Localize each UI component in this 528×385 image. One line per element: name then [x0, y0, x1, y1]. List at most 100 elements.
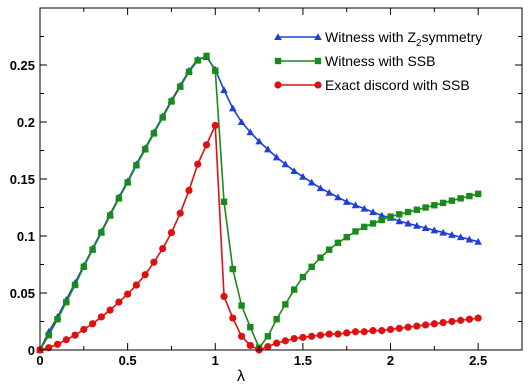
- legend-item: Exact discord with SSB: [274, 77, 470, 93]
- data-point: [115, 298, 123, 306]
- data-point: [325, 330, 333, 338]
- data-point: [272, 153, 281, 161]
- data-point: [133, 162, 140, 169]
- data-point: [299, 333, 307, 342]
- legend-label: Witness with SSB: [325, 53, 435, 69]
- data-point: [307, 178, 316, 186]
- data-point: [282, 301, 289, 308]
- data-point: [237, 118, 246, 126]
- x-tick-label: 2: [387, 353, 394, 368]
- data-point: [377, 211, 386, 219]
- data-point: [211, 121, 219, 130]
- data-point: [395, 217, 404, 225]
- data-point: [290, 286, 298, 293]
- data-point: [387, 213, 394, 220]
- legend-item: Witness with Z2symmetry: [274, 29, 482, 49]
- data-point: [176, 209, 184, 217]
- legend-marker: [314, 33, 322, 41]
- data-point: [474, 314, 482, 322]
- legend: Witness with Z2symmetry Witness with SSB E…: [274, 29, 482, 93]
- data-point: [351, 201, 360, 209]
- data-point: [97, 313, 105, 321]
- y-tick-label: 0.1: [17, 229, 35, 244]
- data-point: [378, 327, 386, 335]
- data-point: [439, 228, 447, 236]
- data-point: [299, 172, 307, 180]
- data-point: [316, 184, 325, 192]
- y-tick-label: 0.05: [10, 286, 35, 301]
- data-point: [203, 52, 210, 60]
- data-point: [159, 114, 166, 121]
- data-point: [246, 341, 254, 350]
- data-point: [106, 212, 114, 219]
- data-point: [220, 86, 228, 94]
- data-point: [342, 198, 351, 205]
- data-point: [71, 281, 79, 289]
- data-point: [404, 323, 412, 331]
- data-point: [334, 193, 342, 201]
- data-point: [159, 244, 167, 253]
- data-point: [422, 321, 430, 329]
- data-point: [124, 179, 131, 186]
- data-point: [177, 83, 184, 90]
- data-point: [62, 336, 70, 344]
- data-point: [194, 160, 202, 168]
- data-point: [457, 195, 464, 202]
- legend-marker: [314, 81, 322, 89]
- data-point: [343, 233, 350, 241]
- data-point: [316, 331, 325, 339]
- series-layer: [36, 52, 482, 354]
- data-point: [378, 216, 385, 224]
- data-point: [264, 145, 272, 153]
- data-point: [325, 188, 333, 196]
- y-tick-label: 0.15: [10, 172, 35, 187]
- data-point: [141, 146, 149, 153]
- data-point: [369, 220, 377, 227]
- data-point: [89, 246, 96, 253]
- series-circle: [36, 121, 482, 354]
- data-point: [474, 237, 482, 245]
- data-point: [255, 137, 263, 145]
- y-tick-label: 0.25: [10, 58, 35, 73]
- legend-marker: [274, 33, 282, 41]
- data-point: [413, 206, 421, 213]
- data-point: [396, 211, 403, 218]
- data-point: [132, 281, 140, 289]
- data-point: [273, 316, 280, 323]
- x-axis-title: λ: [237, 368, 245, 385]
- data-point: [53, 340, 62, 348]
- data-point: [71, 331, 79, 339]
- data-point: [212, 67, 219, 74]
- data-point: [465, 315, 474, 323]
- data-point: [352, 228, 359, 235]
- data-point: [264, 333, 272, 340]
- data-point: [360, 204, 369, 212]
- data-point: [308, 263, 315, 270]
- data-point: [326, 246, 333, 253]
- data-point: [431, 202, 438, 209]
- data-point: [448, 317, 456, 326]
- data-point: [167, 228, 176, 237]
- data-point: [229, 314, 237, 322]
- data-point: [430, 320, 438, 328]
- x-tick-label: 1.5: [294, 353, 312, 368]
- data-point: [404, 219, 412, 227]
- data-point: [281, 337, 289, 345]
- data-point: [220, 198, 228, 205]
- data-point: [264, 342, 272, 351]
- data-point: [247, 324, 254, 331]
- data-point: [185, 186, 193, 194]
- data-point: [317, 254, 324, 261]
- data-point: [141, 271, 149, 279]
- data-point: [448, 197, 456, 204]
- data-point: [369, 327, 377, 335]
- data-point: [237, 332, 246, 340]
- y-tick-label: 0.2: [17, 115, 35, 130]
- data-point: [290, 167, 298, 175]
- data-point: [308, 332, 316, 340]
- data-point: [220, 292, 228, 301]
- data-point: [98, 229, 105, 236]
- legend-marker: [274, 81, 282, 89]
- data-point: [360, 328, 368, 336]
